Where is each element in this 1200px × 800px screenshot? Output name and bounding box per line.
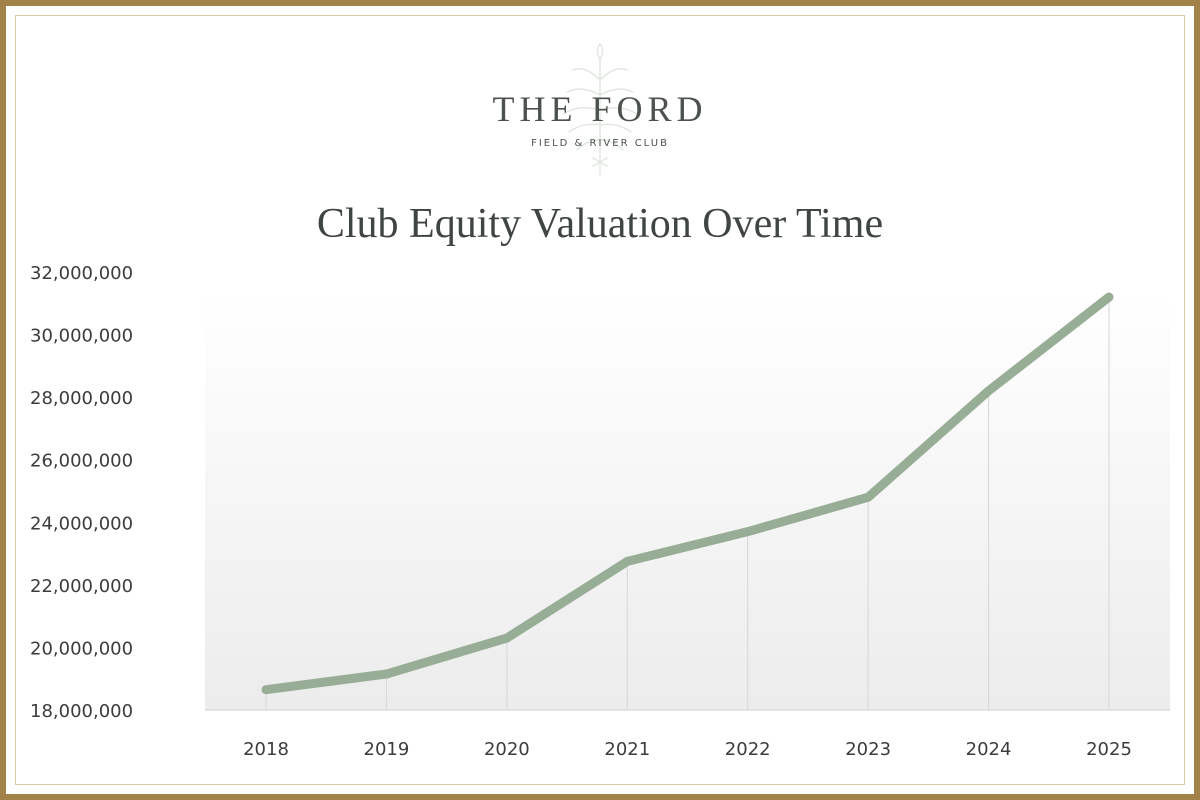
y-tick-label: 28,000,000	[30, 388, 133, 409]
x-tick-label: 2021	[604, 739, 650, 760]
x-tick-label: 2018	[243, 739, 289, 760]
data-point-2025	[1108, 296, 1110, 298]
y-tick-label: 32,000,000	[30, 263, 133, 284]
data-point-2022	[747, 531, 749, 533]
y-tick-label: 22,000,000	[30, 576, 133, 597]
plot-area	[205, 292, 1170, 710]
y-tick-label: 20,000,000	[30, 638, 133, 659]
data-point-2024	[988, 390, 990, 392]
club-logo: THE FORD FIELD & RIVER CLUB	[0, 40, 1200, 180]
x-tick-label: 2020	[484, 739, 530, 760]
brand-name: THE FORD	[492, 89, 708, 129]
y-tick-label: 18,000,000	[30, 701, 133, 722]
data-point-2023	[867, 496, 869, 498]
y-tick-label: 30,000,000	[30, 326, 133, 347]
data-point-2020	[506, 637, 508, 639]
chart-title: Club Equity Valuation Over Time	[316, 201, 884, 247]
data-point-2019	[385, 673, 387, 675]
x-tick-label: 2019	[364, 739, 410, 760]
frame-inner-line	[15, 15, 1185, 785]
data-point-2021	[626, 560, 628, 562]
x-tick-label: 2025	[1086, 739, 1132, 760]
y-tick-label: 24,000,000	[30, 513, 133, 534]
brand-subtitle: FIELD & RIVER CLUB	[531, 138, 669, 149]
series-line	[261, 292, 1114, 695]
x-tick-label: 2023	[845, 739, 891, 760]
data-point-2018	[265, 689, 267, 691]
y-tick-label: 26,000,000	[30, 451, 133, 472]
x-tick-label: 2024	[966, 739, 1012, 760]
x-tick-label: 2022	[725, 739, 771, 760]
wheat-feather-emblem-icon	[562, 42, 638, 176]
